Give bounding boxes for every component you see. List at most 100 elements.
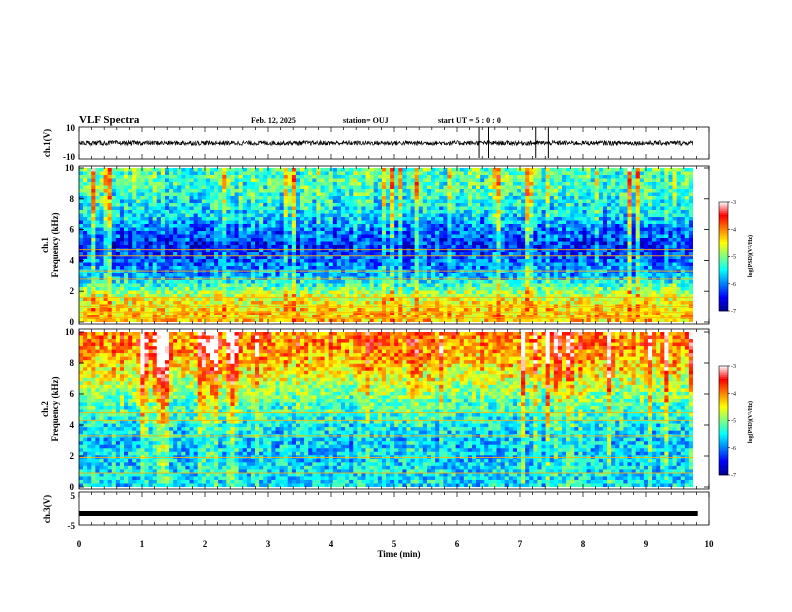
ch1-spectrogram-cell: [185, 203, 190, 207]
ch1-spectrogram-cell: [226, 199, 231, 204]
ch1-spectrogram-cell: [353, 196, 358, 200]
ch1-spectrogram-cell: [132, 311, 137, 316]
ch1-spectrogram-cell: [300, 294, 305, 298]
ch1-spectrogram-cell: [193, 241, 198, 246]
ch1-spectrogram-cell: [467, 255, 473, 260]
ch1-spectrogram-cell: [316, 168, 321, 172]
ch1-spectrogram-cell: [336, 252, 342, 256]
ch1-spectrogram-cell: [414, 196, 420, 200]
ch1-spectrogram-cell: [504, 255, 510, 260]
ch1-spectrogram-cell: [124, 178, 129, 183]
ch1-spectrogram-cell: [443, 259, 448, 263]
ch1-spectrogram-cell: [222, 171, 227, 176]
ch1-spectrogram-cell: [214, 287, 219, 291]
ch1-spectrogram-cell: [381, 168, 387, 172]
ch1-spectrogram-cell: [173, 185, 178, 190]
ch1-spectrogram-cell: [463, 217, 469, 221]
ch1-spectrogram-cell: [340, 238, 346, 242]
ch1-spectrogram-cell: [308, 248, 313, 253]
ch1-spectrogram-cell: [115, 171, 121, 176]
ch1-spectrogram-cell: [83, 238, 88, 242]
ch1-spectrogram-cell: [365, 227, 370, 232]
ch1-spectrogram-cell: [426, 266, 432, 270]
ch1-spectrogram-cell: [107, 234, 113, 239]
ch1-spectrogram-cell: [345, 294, 350, 298]
ch1-spectrogram-cell: [148, 273, 153, 277]
ch1-spectrogram-cell: [238, 220, 244, 225]
ch1-spectrogram-cell: [533, 213, 538, 218]
ch1-spectrogram-cell: [169, 252, 174, 256]
ch1-spectrogram-cell: [521, 196, 526, 200]
ch1-spectrogram-cell: [140, 175, 145, 179]
ch1-spectrogram-cell: [99, 301, 104, 305]
ch1-spectrogram-cell: [394, 203, 399, 207]
ch1-spectrogram-cell: [439, 199, 444, 204]
ch1-spectrogram-cell: [439, 238, 444, 242]
ch1-spectrogram-cell: [181, 192, 186, 197]
ch1-spectrogram-cell: [128, 234, 133, 239]
ch1-spectrogram-cell: [357, 266, 362, 270]
ch1-spectrogram-cell: [480, 280, 485, 284]
ch1-spectrogram-cell: [431, 227, 436, 232]
ch1-spectrogram-cell: [451, 280, 456, 284]
ch1-spectrogram-cell: [463, 290, 469, 295]
ch1-spectrogram-cell: [488, 206, 493, 211]
ch1-spectrogram-cell: [181, 234, 186, 239]
ch1-spectrogram-cell: [496, 234, 501, 239]
ch1-spectrogram-cell: [291, 283, 297, 288]
ch1-spectrogram-cell: [488, 224, 493, 228]
ch1-spectrogram-cell: [83, 203, 88, 207]
ch1-spectrogram-cell: [111, 301, 117, 305]
ch1-spectrogram-cell: [386, 224, 391, 228]
ch1-spectrogram-cell: [463, 189, 469, 193]
ch1-spectrogram-cell: [439, 252, 444, 256]
ch1-spectrogram-cell: [205, 283, 211, 288]
ch1-spectrogram-cell: [107, 283, 113, 288]
ch1-spectrogram-cell: [111, 203, 117, 207]
ch1-ytick-bottom: -10: [63, 152, 75, 162]
ch1-spectrogram-cell: [386, 168, 391, 172]
ch1-spectrogram-cell: [173, 238, 178, 242]
ch1-spectrogram-cell: [504, 213, 510, 218]
ch1-spectrogram-cell: [164, 203, 170, 207]
ch1-spectrogram-cell: [504, 294, 510, 298]
ch1-spectrogram-cell: [435, 238, 440, 242]
ch1-spectrogram-cell: [205, 238, 211, 242]
ch1-spectrogram-cell: [410, 290, 415, 295]
ch1-spectrogram-cell: [222, 248, 227, 253]
ch1-spectrogram-cell: [512, 318, 518, 322]
ch1-spectrogram-cell: [218, 273, 223, 277]
ch1-spectrogram-cell: [369, 308, 375, 312]
ch1-spectrogram-cell: [500, 178, 505, 183]
ch1-spectrogram-cell: [512, 196, 518, 200]
ch1-spectrogram-cell: [447, 210, 452, 214]
ch1-spectrogram-cell: [386, 311, 391, 316]
ch1-spectrogram-cell: [394, 178, 399, 183]
ch1-spectrogram-cell: [103, 255, 108, 260]
ch1-spectrogram-cell: [332, 318, 338, 322]
ch1-spectrogram-cell: [87, 196, 92, 200]
ch1-spectrogram-cell: [451, 185, 456, 190]
ch1-spectrogram-cell: [250, 220, 256, 225]
ch1-spectrogram-cell: [230, 206, 235, 211]
ch1-spectrogram-cell: [488, 210, 493, 214]
ch1-spectrogram-cell: [541, 182, 546, 186]
ch1-spectrogram-cell: [283, 266, 289, 270]
ch1-spectrogram-cell: [259, 178, 264, 183]
ch1-spectrogram-cell: [471, 213, 477, 218]
ch1-spectrogram-cell: [394, 311, 399, 316]
ch1-spectrogram-cell: [99, 294, 104, 298]
ch1-spectrogram-cell: [148, 266, 153, 270]
ch1-spectrogram-cell: [529, 210, 534, 214]
ch1-spectrogram-cell: [488, 248, 493, 253]
ch1-spectrogram-cell: [197, 168, 203, 172]
ch1-spectrogram-cell: [295, 252, 301, 256]
ch1-spectrogram-cell: [463, 311, 469, 316]
ch1-spectrogram-cell: [218, 266, 223, 270]
ch1-spectrogram-cell: [140, 318, 145, 322]
ch1-spectrogram-cell: [386, 297, 391, 302]
ch1-spectrogram-cell: [508, 273, 514, 277]
ch1-spectrogram-cell: [320, 241, 325, 246]
ch1-spectrogram-cell: [541, 192, 546, 197]
ch1-spectrogram-cell: [140, 245, 145, 249]
